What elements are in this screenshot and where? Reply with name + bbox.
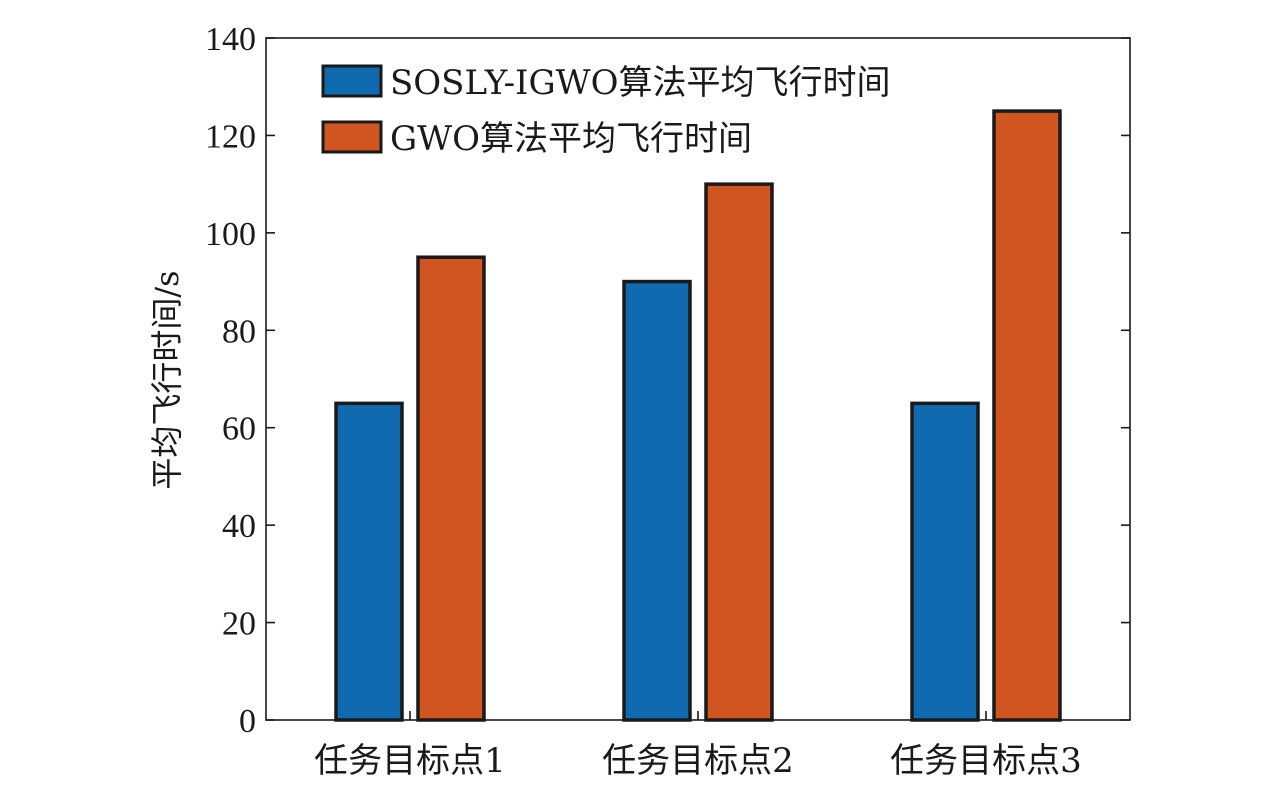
legend: SOSLY-IGWO算法平均飞行时间 GWO算法平均飞行时间 bbox=[321, 63, 890, 159]
x-tick-label: 任务目标点3 bbox=[890, 741, 1082, 781]
y-tick-label: 20 bbox=[222, 606, 256, 643]
x-axis: 任务目标点1 任务目标点2 任务目标点3 bbox=[314, 711, 1082, 781]
bars-group bbox=[334, 109, 1062, 722]
bar-gwo-3 bbox=[992, 109, 1062, 722]
y-tick-label: 140 bbox=[205, 21, 256, 58]
y-tick-label: 0 bbox=[239, 703, 256, 740]
y-tick-label: 120 bbox=[205, 118, 256, 155]
legend-label-gwo: GWO算法平均飞行时间 bbox=[390, 119, 752, 159]
bar-sosly-igwo-3 bbox=[910, 401, 980, 722]
y-tick-label: 80 bbox=[222, 313, 256, 350]
legend-swatch-gwo bbox=[321, 120, 383, 154]
bar-sosly-igwo-1 bbox=[334, 401, 404, 722]
bar-sosly-igwo-2 bbox=[622, 279, 692, 722]
y-tick-label: 100 bbox=[205, 216, 256, 253]
bar-gwo-1 bbox=[416, 255, 486, 722]
x-tick-label: 任务目标点2 bbox=[602, 741, 794, 781]
x-tick-label: 任务目标点1 bbox=[314, 741, 506, 781]
bar-gwo-2 bbox=[704, 182, 774, 722]
y-tick-label: 40 bbox=[222, 508, 256, 545]
legend-swatch-sosly-igwo bbox=[321, 64, 383, 98]
legend-label-sosly-igwo: SOSLY-IGWO算法平均飞行时间 bbox=[390, 63, 890, 103]
y-axis: 0 20 40 60 80 100 120 140 bbox=[205, 21, 1130, 740]
y-tick-label: 60 bbox=[222, 411, 256, 448]
y-axis-label: 平均飞行时间/s bbox=[148, 270, 186, 489]
